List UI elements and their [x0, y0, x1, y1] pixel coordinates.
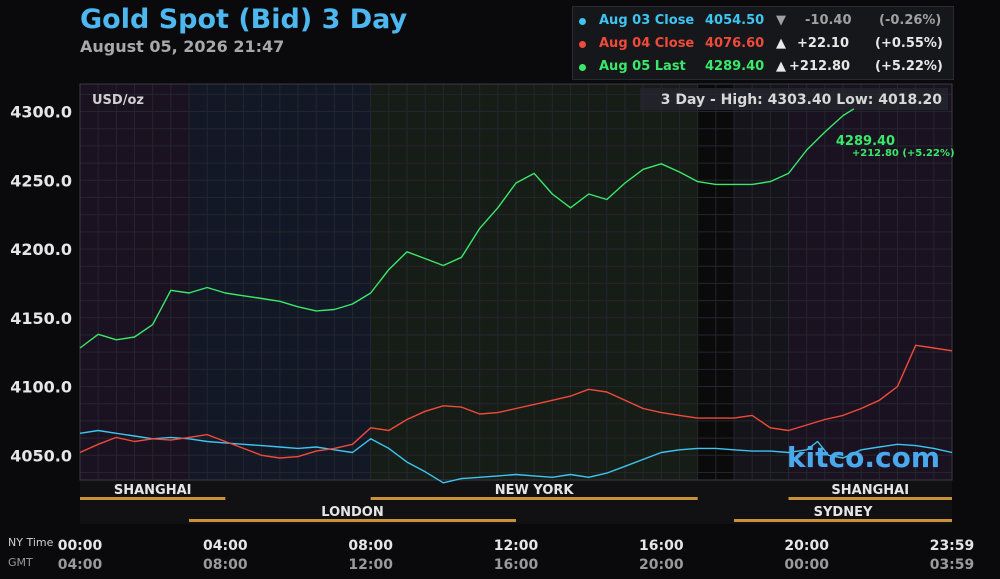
- x-tick-gmt-label: 03:59: [930, 557, 975, 573]
- last-change-label: +212.80 (+5.22%): [852, 148, 955, 159]
- x-tick-gmt-label: 04:00: [58, 557, 103, 573]
- x-tick-gmt-label: 20:00: [639, 557, 684, 573]
- legend-percent: (-0.26%): [879, 13, 942, 28]
- y-tick-label: 4200.0: [10, 240, 72, 259]
- legend-price: 4289.40: [705, 59, 765, 74]
- x-tick-ny-label: 20:00: [784, 538, 829, 554]
- legend-price: 4054.50: [705, 13, 765, 28]
- series-line: [79, 108, 855, 349]
- legend-change: +212.80: [789, 59, 851, 74]
- unit-label: USD/oz: [92, 93, 144, 108]
- legend-arrow-up-icon: ▲: [776, 36, 786, 51]
- range-text: 3 Day - High: 4303.40 Low: 4018.20: [661, 92, 943, 108]
- session-bar: [189, 519, 516, 522]
- legend-dot-icon: [579, 64, 586, 71]
- x-tick-gmt-label: 12:00: [348, 557, 393, 573]
- ny-time-label: NY Time: [8, 536, 54, 549]
- session-bar: [734, 519, 952, 522]
- session-tint: [734, 84, 789, 480]
- chart-timestamp: August 05, 2026 21:47: [80, 37, 285, 56]
- x-tick-ny-label: 08:00: [348, 538, 393, 554]
- chart-text: 4050.0 4100.0 4150.0 4200.0 4250.0 4300.0 00:0…: [8, 92, 974, 573]
- session-label: LONDON: [321, 505, 383, 520]
- legend-dot-icon: [579, 41, 586, 48]
- session-band-area: [80, 480, 952, 524]
- plot-border: [79, 83, 953, 481]
- legend-panel: Aug 03 Close 4054.50 ▼ -10.40 (-0.26%) A…: [572, 6, 954, 80]
- y-tick-label: 4300.0: [10, 103, 72, 122]
- session-label: SYDNEY: [814, 505, 873, 520]
- y-tick-label: 4150.0: [10, 309, 72, 328]
- legend-row-aug05: Aug 05 Last 4289.40 ▲ +212.80 (+5.22%): [573, 57, 953, 79]
- grid-lines: [79, 83, 953, 481]
- session-bar: [80, 497, 226, 500]
- session-label: SHANGHAI: [114, 483, 192, 498]
- session-bar: [788, 497, 952, 500]
- x-tick-ny-label: 16:00: [639, 538, 684, 554]
- legend-percent: (+5.22%): [875, 59, 943, 74]
- session-label: NEW YORK: [495, 483, 575, 498]
- y-tick-label: 4100.0: [10, 378, 72, 397]
- gmt-label: GMT: [8, 556, 33, 569]
- legend-arrow-down-icon: ▼: [776, 13, 786, 28]
- session-label: SHANGHAI: [831, 483, 909, 498]
- legend-change: +22.10: [797, 36, 850, 51]
- session-bar: [370, 497, 698, 500]
- legend-price: 4076.60: [705, 36, 765, 51]
- legend-row-aug04: Aug 04 Close 4076.60 ▲ +22.10 (+0.55%): [573, 34, 953, 56]
- session-tint: [788, 84, 952, 480]
- x-tick-ny-label: 00:00: [58, 538, 103, 554]
- y-tick-label: 4050.0: [10, 446, 72, 465]
- last-price-label: 4289.40: [836, 134, 895, 149]
- legend-arrow-up-icon: ▲: [776, 59, 786, 74]
- x-tick-gmt-label: 08:00: [203, 557, 248, 573]
- watermark-logo: kitco.com: [787, 441, 940, 474]
- series-lines: [79, 108, 953, 484]
- legend-label: Aug 05 Last: [599, 59, 686, 74]
- page-title: Gold Spot (Bid) 3 Day: [80, 4, 408, 35]
- x-tick-gmt-label: 00:00: [784, 557, 829, 573]
- x-tick-ny-label: 12:00: [494, 538, 539, 554]
- series-line: [79, 344, 953, 459]
- legend-row-aug03: Aug 03 Close 4054.50 ▼ -10.40 (-0.26%): [573, 11, 953, 33]
- x-tick-ny-label: 04:00: [203, 538, 248, 554]
- legend-label: Aug 03 Close: [599, 13, 695, 28]
- legend-dot-icon: [579, 18, 586, 25]
- range-box: [640, 88, 948, 110]
- x-tick-ny-label: 23:59: [930, 538, 975, 554]
- legend-percent: (+0.55%): [875, 36, 943, 51]
- legend-change: -10.40: [805, 13, 852, 28]
- y-tick-label: 4250.0: [10, 171, 72, 190]
- legend-label: Aug 04 Close: [599, 36, 695, 51]
- x-tick-gmt-label: 16:00: [494, 557, 539, 573]
